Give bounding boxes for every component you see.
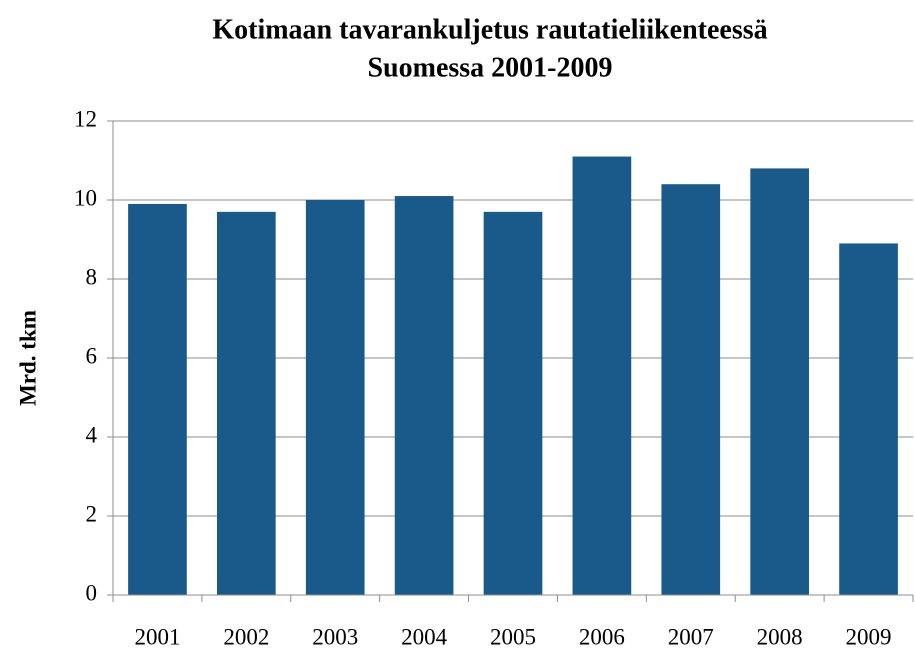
x-tick-label: 2001 bbox=[134, 624, 180, 649]
x-tick-label: 2007 bbox=[668, 624, 714, 649]
bar bbox=[839, 243, 898, 595]
x-tick-label: 2008 bbox=[757, 624, 803, 649]
chart-title: Suomessa 2001-2009 bbox=[367, 52, 612, 83]
x-tick-label: 2005 bbox=[490, 624, 536, 649]
y-tick-label: 12 bbox=[74, 106, 97, 131]
chart-title: Kotimaan tavarankuljetus rautatieliikent… bbox=[212, 14, 767, 45]
y-tick-label: 8 bbox=[86, 264, 98, 289]
bar bbox=[217, 211, 276, 595]
y-tick-label: 10 bbox=[74, 185, 97, 210]
bar bbox=[305, 200, 365, 595]
x-tick-label: 2006 bbox=[579, 624, 625, 649]
bar bbox=[483, 211, 543, 595]
x-tick-label: 2004 bbox=[401, 624, 448, 649]
bar bbox=[128, 203, 187, 595]
x-tick-label: 2002 bbox=[223, 624, 269, 649]
y-tick-label: 2 bbox=[86, 501, 98, 526]
bar bbox=[394, 196, 454, 596]
y-tick-label: 4 bbox=[86, 422, 98, 447]
bar bbox=[661, 184, 721, 595]
y-axis-label: Mrd. tkm bbox=[15, 310, 40, 406]
x-tick-label: 2009 bbox=[846, 624, 892, 649]
x-tick-label: 2003 bbox=[312, 624, 358, 649]
bar bbox=[572, 156, 632, 596]
y-tick-label: 0 bbox=[86, 580, 98, 605]
bar bbox=[750, 168, 809, 595]
y-tick-label: 6 bbox=[86, 343, 98, 368]
